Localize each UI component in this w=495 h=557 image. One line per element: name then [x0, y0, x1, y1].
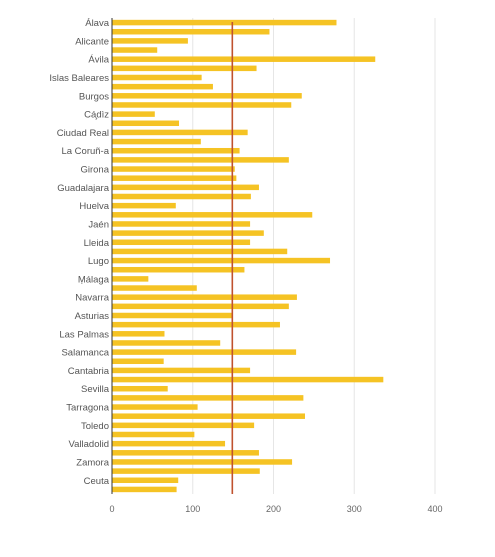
bar: [112, 184, 259, 191]
bar: [112, 404, 198, 410]
bar: [112, 93, 302, 99]
x-tick-labels: 0 100 200 300 400: [109, 504, 442, 514]
category-label: Valladolid: [69, 439, 110, 450]
bar: [112, 349, 297, 355]
bar: [112, 312, 232, 319]
bar: [112, 395, 304, 401]
category-label: Navarra: [75, 293, 110, 304]
category-label: Ciudad Real: [57, 128, 109, 139]
bar: [112, 166, 235, 172]
bar: [112, 65, 257, 72]
category-label: Tarragona: [66, 403, 109, 414]
bar: [112, 28, 270, 35]
bar: [112, 331, 165, 337]
bar: [112, 358, 164, 365]
bar: [112, 266, 245, 273]
bar: [112, 459, 293, 465]
bar: [112, 212, 313, 218]
bar: [112, 422, 255, 429]
x-tick-label: 400: [427, 504, 442, 514]
bar: [112, 202, 176, 209]
bar: [112, 56, 376, 62]
bar: [112, 147, 240, 154]
bar: [112, 285, 197, 291]
bar: [112, 193, 251, 200]
bar: [112, 477, 179, 484]
bar: [112, 102, 292, 108]
category-label: Ceuta: [84, 476, 110, 487]
category-labels: Álava Alicante Ávila Islas Baleares Burgos Cá…: [49, 18, 109, 487]
bar: [112, 294, 297, 300]
x-tick-label: 300: [347, 504, 362, 514]
bar: [112, 321, 280, 328]
bar: [112, 367, 251, 374]
category-label: La Coruñ-a: [61, 146, 109, 157]
bar: [112, 257, 331, 264]
bar: [112, 157, 289, 163]
category-label: Las Palmas: [59, 329, 109, 340]
category-label: Jaén: [88, 219, 109, 230]
bar: [112, 120, 180, 127]
x-tick-label: 100: [185, 504, 200, 514]
bar: [112, 431, 195, 438]
bar: [112, 450, 259, 456]
x-tick-label: 200: [266, 504, 281, 514]
category-label: Alicante: [75, 36, 109, 47]
bar: [112, 38, 188, 44]
x-tick-label: 0: [109, 504, 114, 514]
bar: [112, 74, 202, 81]
bar: [112, 19, 337, 26]
category-label: Toledo: [81, 421, 109, 432]
category-label: Álava: [85, 18, 109, 29]
bar: [112, 138, 201, 145]
bar: [112, 440, 226, 447]
category-label: Girona: [80, 165, 109, 176]
bar: [112, 340, 221, 346]
bar: [112, 376, 384, 383]
category-label: Zamora: [76, 457, 109, 468]
category-label: Lleida: [84, 238, 110, 249]
bar: [112, 221, 251, 227]
category-label: Islas Baleares: [49, 73, 109, 84]
bar: [112, 230, 264, 236]
bar: [112, 486, 177, 493]
bar: [112, 175, 237, 181]
bar: [112, 47, 158, 53]
category-label: Asturias: [75, 311, 110, 322]
bar: [112, 248, 288, 255]
bar: [112, 468, 260, 474]
bars: [112, 19, 384, 493]
bar: [112, 129, 248, 136]
category-label: Ṃálaga: [78, 274, 110, 285]
bar: [112, 83, 213, 90]
category-label: Cá̧dìz: [84, 110, 109, 121]
category-label: Lugo: [88, 256, 109, 267]
category-label: Guadalajara: [57, 183, 109, 194]
bar: [112, 303, 289, 310]
bar: [112, 111, 155, 117]
category-label: Huelva: [79, 201, 109, 212]
category-label: Cantabria: [68, 366, 110, 377]
category-label: Salamanca: [61, 348, 109, 359]
category-label: Ávila: [88, 55, 109, 66]
bar: [112, 239, 251, 246]
bar: [112, 413, 305, 419]
bar: [112, 385, 168, 392]
category-label: Sevilla: [81, 384, 110, 395]
bar: [112, 276, 149, 282]
category-label: Burgos: [79, 91, 109, 102]
